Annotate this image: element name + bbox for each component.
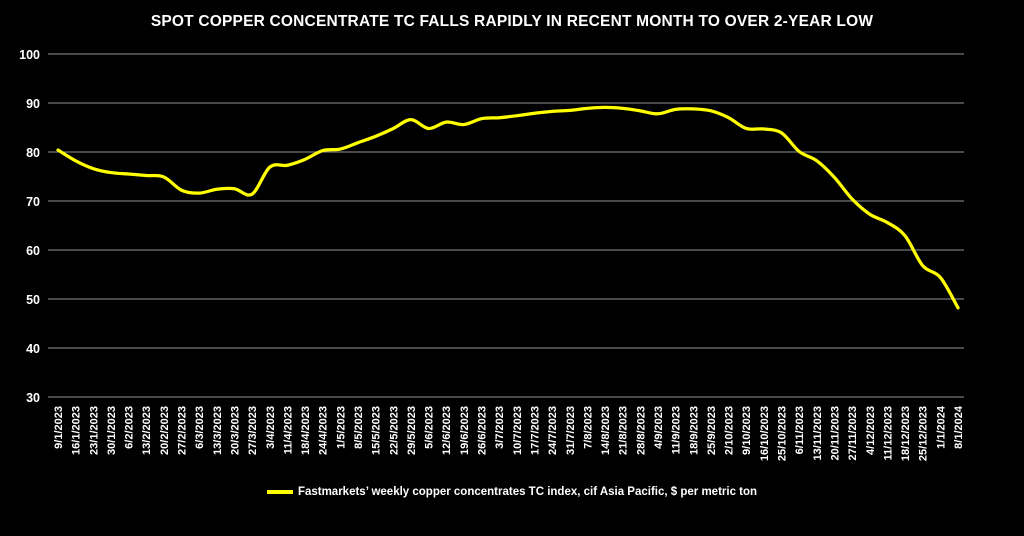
x-axis-tick-label: 4/9/2023 [653,406,665,449]
y-axis-tick-label: 40 [26,342,40,356]
y-axis-tick-label: 30 [26,391,40,405]
x-axis-tick-label: 3/4/2023 [265,406,277,449]
x-axis-tick-label: 13/11/2023 [812,406,824,460]
x-axis-tick-label: 25/10/2023 [777,406,789,461]
x-axis-tick-label: 20/3/2023 [229,406,241,455]
x-axis-tick-label: 1/1/2024 [935,405,947,449]
x-axis-tick-label: 24/7/2023 [547,406,559,455]
x-axis-tick-label: 26/6/2023 [477,406,489,455]
x-axis-tick-label: 16/1/2023 [71,406,83,455]
x-axis-tick-label: 30/1/2023 [106,406,118,455]
tc-index-series-line [56,105,960,310]
x-axis-tick-label: 31/7/2023 [565,406,577,455]
x-axis-tick-label: 18/12/2023 [900,406,912,461]
x-axis-tick-label: 27/2/2023 [177,406,189,455]
x-axis-tick-label: 2/10/2023 [724,406,736,455]
x-axis-tick-label: 10/7/2023 [512,406,524,455]
y-axis-tick-label: 70 [26,195,40,209]
chart-title: SPOT COPPER CONCENTRATE TC FALLS RAPIDLY… [150,13,874,30]
x-axis-tick-label: 24/4/2023 [318,406,330,455]
y-axis-tick-label: 90 [26,97,40,111]
x-axis-tick-label: 17/7/2023 [529,406,541,455]
legend-line-marker [266,490,293,494]
x-axis-tick-label: 6/11/2023 [794,406,806,454]
y-axis-tick-label: 100 [19,48,40,62]
x-axis-tick-label: 27/3/2023 [247,406,259,455]
x-axis-tick-label: 14/8/2023 [600,406,612,455]
x-axis-tick-label: 22/5/2023 [388,406,400,455]
x-axis-tick-label: 11/9/2023 [671,406,683,454]
x-axis-tick-label: 11/12/2023 [882,406,894,460]
x-axis-tick-label: 20/2/2023 [159,406,171,455]
x-axis-tick-label: 13/3/2023 [212,406,224,455]
legend-label: Fastmarkets’ weekly copper concentrates … [297,486,758,498]
x-axis-tick-label: 19/6/2023 [459,406,471,455]
x-axis-tick-label: 13/2/2023 [141,406,153,455]
y-axis-tick-label: 50 [26,293,40,307]
x-axis-tick-label: 20/11/2023 [829,406,841,460]
x-axis-tick-label: 6/2/2023 [124,406,136,449]
x-axis-tick-label: 5/6/2023 [424,406,436,449]
x-axis-tick-label: 25/12/2023 [918,406,930,461]
x-axis-tick-label: 27/11/2023 [847,406,859,460]
x-axis-tick-label: 4/12/2023 [865,406,877,455]
y-axis-tick-label: 60 [26,244,40,258]
x-axis-tick-label: 21/8/2023 [618,406,630,455]
legend: Fastmarkets’ weekly copper concentrates … [0,486,1024,498]
x-axis-tick-label: 29/5/2023 [406,406,418,455]
x-axis-tick-label: 23/1/2023 [88,406,100,455]
x-axis-tick-label: 8/5/2023 [353,406,365,449]
x-axis-tick-label: 16/10/2023 [759,406,771,461]
x-axis-tick-label: 9/10/2023 [741,406,753,455]
x-axis-tick-label: 28/8/2023 [635,406,647,455]
x-axis-tick-label: 6/3/2023 [194,406,206,449]
x-axis-tick-label: 1/5/2023 [335,406,347,449]
x-axis-tick-label: 9/1/2023 [53,406,65,449]
x-axis-tick-label: 7/8/2023 [582,406,594,449]
x-axis-tick-label: 18/9/2023 [688,406,700,455]
y-axis-tick-label: 80 [26,146,40,160]
x-axis-tick-label: 25/9/2023 [706,406,718,455]
x-axis-tick-label: 11/4/2023 [282,406,294,454]
x-axis-tick-label: 15/5/2023 [371,406,383,455]
x-axis-tick-label: 8/1/2024 [953,405,965,449]
x-axis-tick-label: 12/6/2023 [441,406,453,455]
x-axis-tick-label: 18/4/2023 [300,406,312,455]
x-axis-tick-label: 3/7/2023 [494,406,506,449]
